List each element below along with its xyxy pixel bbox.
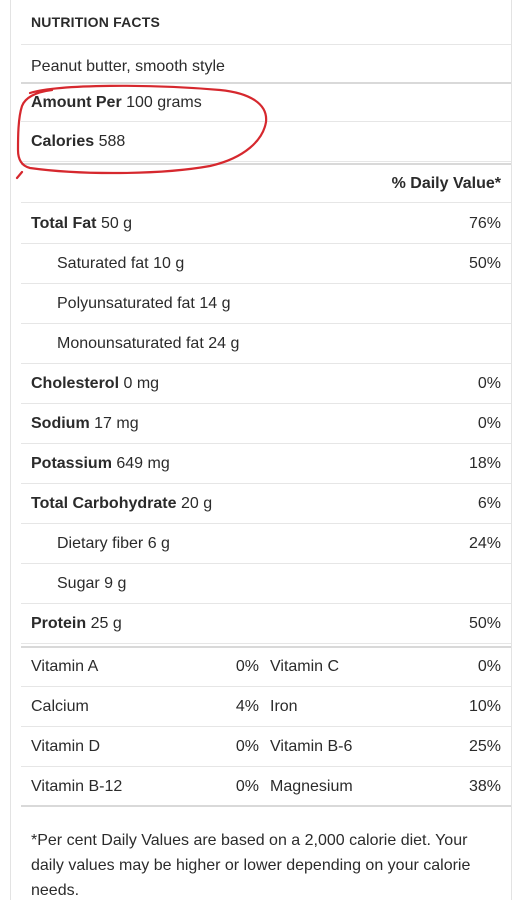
daily-value-header: % Daily Value* (391, 174, 501, 192)
nutrient-amount: 14 g (199, 294, 231, 312)
nutrient-name: Polyunsaturated fat (57, 294, 195, 312)
nutrient-name: Monounsaturated fat (57, 334, 204, 352)
nutrient-name: Cholesterol (31, 374, 120, 392)
nutrient-amount: 9 g (104, 574, 127, 592)
vitamin-name: Vitamin B-12 (31, 778, 123, 795)
vitamin-name: Magnesium (270, 778, 353, 795)
nutrient-row-sugar: Sugar 9 g (21, 564, 511, 604)
nutrient-amount: 17 mg (94, 414, 139, 432)
nutrient-dv: 18% (468, 454, 501, 472)
calories-label-group: Calories 588 (31, 133, 125, 151)
vitamins-divider (21, 646, 511, 648)
calories-label: Calories (31, 132, 95, 150)
vitamin-name: Vitamin D (31, 738, 101, 755)
calories-value: 588 (98, 132, 126, 150)
nutrient-dv: 50% (468, 614, 501, 632)
vitamin-name: Vitamin C (270, 658, 340, 675)
vitamin-pct: 0% (235, 778, 259, 795)
vitamin-pct: 10% (468, 698, 501, 715)
nutrient-name: Total Carbohydrate (31, 494, 177, 512)
header-divider (21, 44, 511, 45)
nutrient-row-cholesterol: Cholesterol 0 mg 0% (21, 364, 511, 404)
vitamin-name: Vitamin A (31, 658, 99, 675)
vitamin-name: Calcium (31, 698, 89, 715)
nutrient-row-polyunsaturated-fat: Polyunsaturated fat 14 g (21, 284, 511, 324)
nutrient-row-sodium: Sodium 17 mg 0% (21, 404, 511, 444)
amount-per-value: 100 grams (126, 93, 202, 111)
vitamin-pct: 4% (235, 698, 259, 715)
amount-per-row: Amount Per 100 grams (21, 82, 511, 122)
nutrition-facts-title: NUTRITION FACTS (31, 14, 160, 30)
vitamin-pct: 25% (468, 738, 501, 755)
amount-per-label-group: Amount Per 100 grams (31, 94, 202, 112)
nutrient-row-potassium: Potassium 649 mg 18% (21, 444, 511, 484)
daily-value-footnote: *Per cent Daily Values are based on a 2,… (31, 832, 471, 899)
nutrient-amount: 10 g (153, 254, 185, 272)
vitamin-name: Iron (270, 698, 298, 715)
nutrient-dv: 76% (468, 214, 501, 232)
nutrition-facts-panel: NUTRITION FACTS Peanut butter, smooth st… (10, 0, 512, 900)
nutrient-amount: 649 mg (116, 454, 170, 472)
vitamin-pct: 0% (477, 658, 501, 675)
nutrient-name: Saturated fat (57, 254, 149, 272)
vitamin-pct: 0% (235, 738, 259, 755)
nutrient-row-saturated-fat: Saturated fat 10 g 50% (21, 244, 511, 284)
nutrient-amount: 6 g (147, 534, 170, 552)
nutrient-row-total-fat: Total Fat 50 g 76% (21, 204, 511, 244)
nutrient-amount: 0 mg (123, 374, 160, 392)
vitamin-row: Vitamin A 0% Vitamin C 0% (21, 647, 511, 687)
nutrient-row-total-carbohydrate: Total Carbohydrate 20 g 6% (21, 484, 511, 524)
nutrient-amount: 50 g (100, 214, 133, 232)
vitamin-row: Vitamin B-12 0% Magnesium 38% (21, 767, 511, 807)
vitamin-pct: 38% (468, 778, 501, 795)
nutrient-row-monounsaturated-fat: Monounsaturated fat 24 g (21, 324, 511, 364)
nutrient-name: Potassium (31, 454, 112, 472)
nutrient-dv: 0% (477, 374, 501, 392)
nutrient-name: Sodium (31, 414, 90, 432)
nutrient-amount: 24 g (208, 334, 240, 352)
amount-per-label: Amount Per (31, 93, 122, 111)
nutrient-dv: 0% (477, 414, 501, 432)
vitamin-row: Calcium 4% Iron 10% (21, 687, 511, 727)
nutrient-name: Protein (31, 614, 87, 632)
nutrient-dv: 6% (477, 494, 501, 512)
vitamin-pct: 0% (235, 658, 259, 675)
vitamin-row: Vitamin D 0% Vitamin B-6 25% (21, 727, 511, 767)
vitamin-name: Vitamin B-6 (270, 738, 353, 755)
nutrient-name: Sugar (57, 574, 100, 592)
nutrient-name: Total Fat (31, 214, 97, 232)
nutrient-row-protein: Protein 25 g 50% (21, 604, 511, 644)
nutrient-dv: 50% (468, 254, 501, 272)
nutrient-row-dietary-fiber: Dietary fiber 6 g 24% (21, 524, 511, 564)
nutrient-dv: 24% (468, 534, 501, 552)
nutrient-amount: 20 g (180, 494, 213, 512)
food-name: Peanut butter, smooth style (31, 58, 225, 75)
nutrient-name: Dietary fiber (57, 534, 144, 552)
nutrient-amount: 25 g (90, 614, 122, 632)
daily-value-header-row: % Daily Value* (21, 163, 511, 203)
calories-row: Calories 588 (21, 122, 511, 162)
